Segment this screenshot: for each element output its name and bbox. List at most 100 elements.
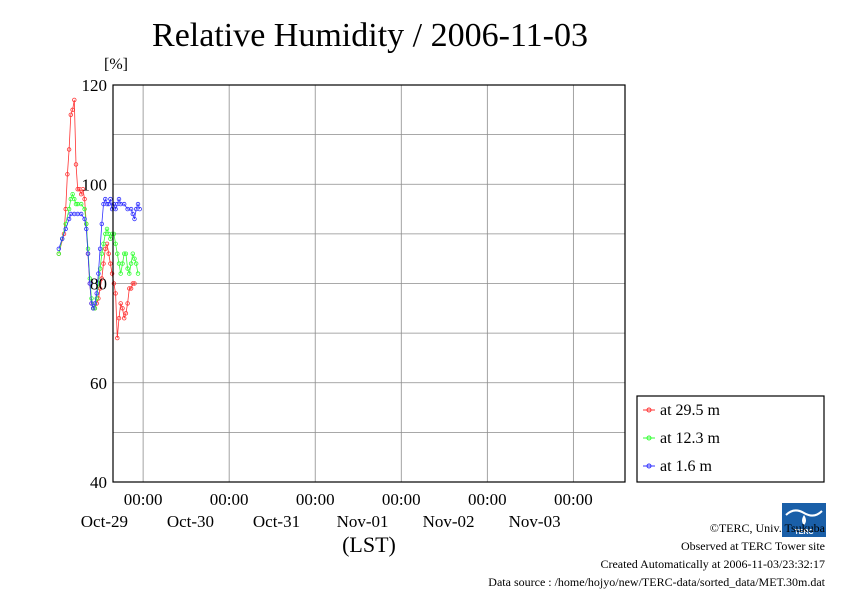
- data-point: [137, 206, 142, 212]
- x-tick-time: 00:00: [296, 490, 335, 509]
- y-axis-unit-label: [%]: [104, 56, 128, 73]
- data-point: [108, 261, 113, 266]
- x-axis-label: (LST): [342, 532, 396, 557]
- logo-text: TERC: [794, 529, 813, 536]
- data-point: [78, 191, 84, 197]
- data-point: [65, 172, 70, 177]
- legend-box: [636, 395, 825, 483]
- data-point: [108, 236, 113, 241]
- data-point: [97, 246, 103, 251]
- data-point: [121, 251, 127, 256]
- x-tick-time: 00:00: [124, 490, 163, 509]
- data-point: [56, 251, 61, 256]
- data-point: [73, 162, 79, 167]
- data-point: [82, 206, 87, 212]
- data-point: [63, 226, 68, 232]
- data-point: [92, 301, 98, 306]
- series-2: [56, 196, 142, 311]
- data-point: [125, 301, 130, 306]
- data-point: [82, 216, 87, 222]
- terc-logo-icon: TERC: [782, 503, 826, 537]
- data-point: [130, 281, 135, 286]
- data-point: [90, 306, 96, 311]
- data-point: [66, 206, 72, 212]
- data-point: [75, 186, 80, 192]
- data-point: [96, 271, 101, 276]
- legend-marker: [646, 407, 652, 413]
- data-point: [108, 196, 113, 202]
- legend-label: at 1.6 m: [660, 458, 713, 475]
- data-point: [113, 241, 118, 246]
- data-point: [103, 246, 108, 251]
- data-point: [101, 241, 106, 246]
- data-point: [135, 201, 141, 207]
- data-point: [103, 196, 108, 202]
- data-point: [94, 291, 99, 296]
- legend-label: at 12.3 m: [660, 430, 721, 447]
- data-point: [113, 206, 118, 212]
- data-point: [127, 271, 132, 276]
- data-point: [56, 246, 61, 251]
- data-point: [135, 271, 141, 276]
- data-point: [120, 261, 125, 266]
- x-tick-date: Nov-01: [337, 512, 389, 531]
- data-point: [72, 196, 77, 202]
- data-point: [109, 231, 115, 237]
- data-point: [132, 281, 137, 286]
- data-point: [97, 286, 103, 291]
- data-point: [85, 251, 91, 256]
- data-point: [113, 291, 118, 296]
- data-point: [101, 261, 106, 266]
- data-point: [99, 276, 104, 281]
- data-source-text: Data source : /home/hojyo/new/TERC-data/…: [488, 575, 825, 589]
- data-point: [130, 211, 135, 217]
- data-point: [123, 311, 129, 316]
- legend-label: at 29.5 m: [660, 402, 721, 419]
- data-point: [120, 306, 125, 311]
- plot-area-frame: [112, 84, 626, 483]
- observed-text: Observed at TERC Tower site: [680, 539, 825, 553]
- data-point: [118, 271, 123, 276]
- y-tick-label: 60: [90, 374, 107, 393]
- data-point: [73, 201, 79, 207]
- data-point: [104, 226, 110, 232]
- x-axis-ticks: 00:00Oct-2900:00Oct-3000:00Oct-3100:00No…: [81, 490, 593, 531]
- data-point: [78, 201, 84, 207]
- data-point: [106, 251, 111, 256]
- data-point: [125, 266, 130, 271]
- data-point: [128, 261, 134, 266]
- data-point: [128, 286, 134, 291]
- x-tick-time: 00:00: [468, 490, 507, 509]
- data-point: [97, 266, 103, 271]
- data-point: [106, 201, 111, 207]
- data-point: [60, 236, 65, 241]
- y-tick-label: 40: [90, 473, 107, 492]
- grid-lines: [113, 85, 625, 482]
- data-point: [111, 281, 117, 286]
- series-layer: [56, 97, 142, 341]
- data-point: [111, 231, 117, 237]
- data-point: [80, 186, 86, 192]
- y-tick-label: 100: [82, 175, 108, 194]
- created-text: Created Automatically at 2006-11-03/23:3…: [600, 557, 825, 571]
- data-point: [116, 316, 122, 321]
- y-tick-label: 120: [82, 76, 108, 95]
- data-point: [68, 112, 73, 117]
- data-point: [82, 196, 87, 202]
- legend-marker: [646, 463, 652, 469]
- data-point: [132, 256, 137, 261]
- data-point: [130, 251, 135, 256]
- data-point: [132, 216, 137, 222]
- data-point: [121, 201, 127, 207]
- legend: at 29.5 m at 12.3 m at 1.6 m: [636, 395, 825, 483]
- data-point: [121, 316, 127, 321]
- x-tick-date: Nov-03: [509, 512, 561, 531]
- legend-marker: [646, 435, 652, 441]
- data-point: [96, 281, 101, 286]
- series-line: [58, 197, 141, 310]
- data-point: [115, 335, 120, 341]
- data-point: [66, 216, 72, 222]
- x-tick-time: 00:00: [554, 490, 593, 509]
- data-point: [115, 251, 120, 256]
